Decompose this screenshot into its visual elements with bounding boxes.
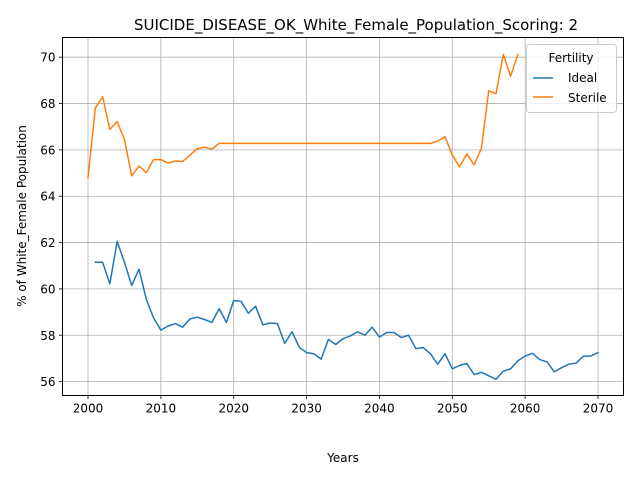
y-tick-label: 56 [40,375,55,389]
x-axis-ticks: 2000 2010 2020 2030 2040 2050 2060 2070 [73,395,614,416]
legend-title: Fertility [548,51,593,65]
x-tick-label: 2070 [583,402,614,416]
x-tick-label: 2060 [510,402,541,416]
x-tick-label: 2000 [73,402,104,416]
legend: Fertility Ideal Sterile [526,44,617,113]
series-line-sterile [87,53,519,179]
y-tick-label: 66 [40,143,55,157]
y-tick-label: 68 [40,97,55,111]
legend-label-sterile: Sterile [568,91,607,105]
series-line-ideal [94,240,599,381]
x-tick-label: 2030 [291,402,322,416]
x-tick-label: 2050 [437,402,468,416]
y-tick-label: 70 [40,51,55,65]
y-axis-ticks: 56 58 60 62 64 66 68 70 [40,51,63,389]
x-axis-label: Years [326,451,359,465]
x-tick-label: 2040 [364,402,395,416]
chart-title: SUICIDE_DISEASE_OK_White_Female_Populati… [134,16,578,35]
legend-box [526,44,617,113]
y-axis-label: % of White_Female Population [15,125,29,307]
legend-label-ideal: Ideal [568,71,597,85]
x-tick-label: 2010 [146,402,177,416]
y-tick-label: 58 [40,329,55,343]
x-tick-label: 2020 [218,402,249,416]
y-tick-label: 62 [40,236,55,250]
series-layer [87,53,599,381]
y-tick-label: 60 [40,282,55,296]
plot-area-frame [62,37,624,396]
y-gridlines [62,56,624,382]
y-tick-label: 64 [40,190,55,204]
